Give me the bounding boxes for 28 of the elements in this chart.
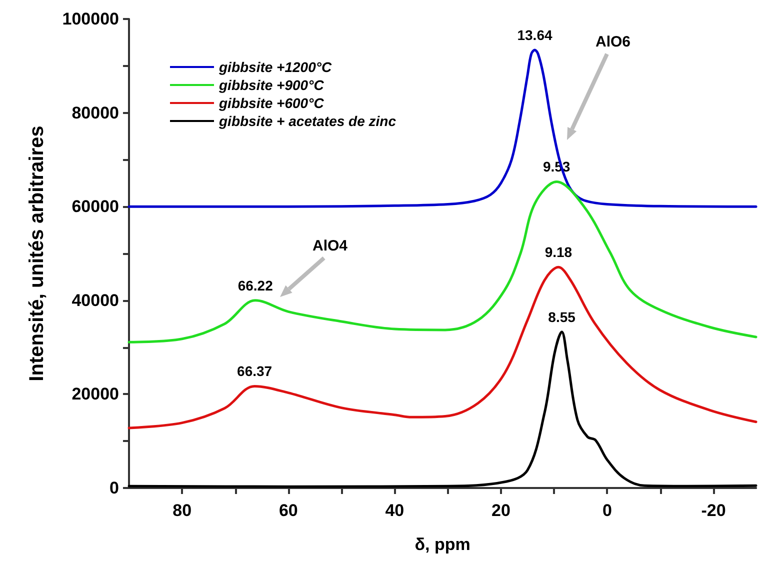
y-tick-label: 20000 [72, 384, 119, 404]
annotation: AlO6 [595, 34, 631, 50]
legend-label: gibbsite + acetates de zinc [218, 113, 396, 129]
y-tick-label: 80000 [72, 103, 119, 122]
line-series [128, 48, 758, 208]
x-tick-label: 60 [278, 501, 298, 520]
y-tick-label: 100000 [62, 10, 119, 28]
annotation: 8.55 [548, 308, 576, 325]
y-tick-label: 0 [110, 478, 119, 498]
annotation: 66.22 [238, 277, 274, 294]
line-series [128, 180, 758, 344]
y-tick-label: 60000 [72, 197, 119, 216]
x-axis-title: δ, ppm [414, 535, 470, 554]
x-tick-label: -20 [701, 501, 726, 520]
x-tick-label: 40 [385, 501, 404, 520]
annotation: 9.18 [544, 244, 572, 260]
legend-label: gibbsite +1200°C [218, 59, 332, 75]
annotation: AlO4 [312, 238, 348, 254]
annotation: 13.64 [517, 26, 552, 43]
x-tick-label: 80 [172, 501, 192, 520]
y-axis-title: Intensité, unités arbitraires [26, 126, 48, 382]
legend-label: gibbsite +900°C [218, 77, 325, 93]
line-series [128, 266, 758, 430]
x-tick-label: 0 [602, 501, 612, 520]
annotation: 66.37 [237, 363, 272, 380]
legend-label: gibbsite +600°C [218, 95, 325, 111]
x-tick-label: 20 [491, 501, 510, 520]
y-tick-label: 40000 [72, 290, 119, 310]
